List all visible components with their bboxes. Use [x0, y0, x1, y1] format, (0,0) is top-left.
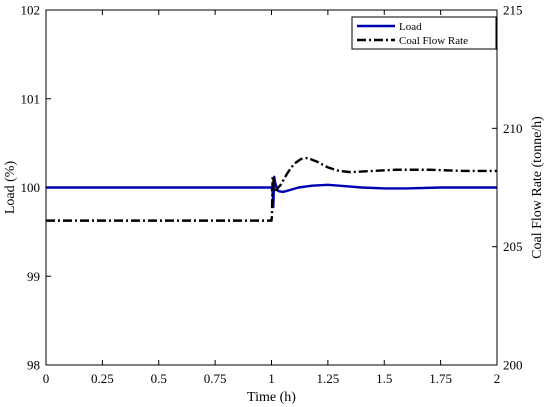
y-right-tick-label: 210 — [503, 121, 523, 136]
legend-box — [351, 16, 497, 50]
x-tick-label: 1.75 — [429, 371, 452, 386]
x-axis-label: Time (h) — [247, 390, 296, 405]
y-left-tick-label: 102 — [21, 3, 41, 18]
x-tick-label: 1 — [268, 371, 275, 386]
y-right-tick-label: 200 — [503, 358, 523, 373]
y-left-axis-label: Load (%) — [3, 161, 18, 215]
series-line-coal-flow-rate — [46, 156, 497, 222]
x-tick-label: 1.25 — [317, 371, 340, 386]
y-left-tick-label: 100 — [21, 180, 41, 195]
y-right-tick-label: 205 — [503, 239, 523, 254]
x-tick-label: 0.75 — [204, 371, 227, 386]
legend-label: Load — [399, 21, 422, 33]
labels-layer: 0 0.25 0.5 0.75 1 1.25 1.5 1.75 2 98 99 100 101 102 20… — [3, 3, 545, 406]
plot-frame — [45, 9, 498, 366]
legend: Load Coal Flow Rate — [351, 16, 497, 50]
y-left-tick-label: 99 — [27, 269, 40, 284]
legend-label: Coal Flow Rate — [399, 35, 468, 47]
y-left-tick-label: 101 — [21, 91, 41, 106]
y-right-axis-label: Coal Flow Rate (tonne/h) — [530, 116, 545, 259]
x-tick-label: 2 — [494, 371, 501, 386]
x-tick-label: 0 — [43, 371, 50, 386]
x-tick-label: 1.5 — [376, 371, 392, 386]
y-right-tick-label: 215 — [503, 3, 523, 18]
x-tick-label: 0.5 — [151, 371, 167, 386]
x-tick-label: 0.25 — [91, 371, 114, 386]
y-left-tick-label: 98 — [27, 358, 40, 373]
series-layer — [46, 156, 497, 222]
